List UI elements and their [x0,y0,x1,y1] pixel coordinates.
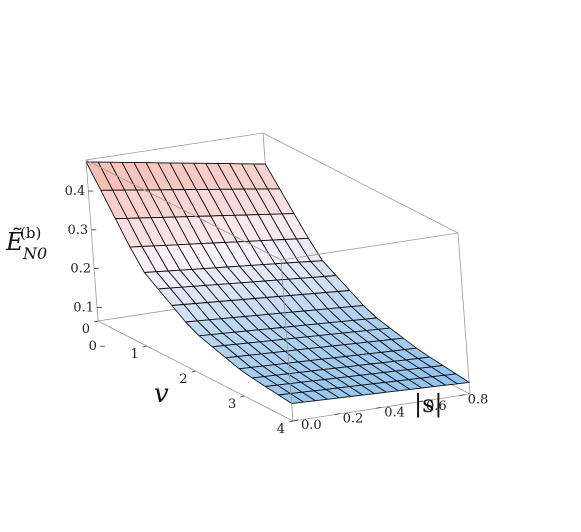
x-tick-label: 3 [228,397,236,412]
y-tick-label: 0.4 [384,405,405,420]
box-edge [280,232,459,261]
x-tick-mark [142,345,147,348]
x-tick-label: 1 [130,347,138,362]
y-tick-mark [376,406,382,409]
y-tick-label: 0.0 [301,418,322,433]
box-edge [280,259,294,422]
y-tick-mark [292,419,299,422]
x-tick-mark [240,395,245,398]
z-tick-label: 0.1 [73,300,94,315]
z-tick-label: 0 [89,339,97,354]
y-tick-mark [459,394,465,396]
z-tick-label: 0.3 [68,223,89,238]
x-tick-label: 0 [82,322,90,337]
box-edge [457,232,471,395]
x-tick-label: 4 [277,422,285,437]
x-axis-label: v [154,379,169,409]
y-tick-mark [334,413,340,416]
x-tick-mark [191,370,196,373]
box-edge [85,159,99,322]
y-tick-label: 0.2 [343,412,364,427]
y-tick-mark [417,400,424,403]
box-edge [85,159,282,261]
bounding-box-front [85,159,471,422]
z-axis-label-sup: (b) [20,224,41,242]
y-axis-label: |s| [414,390,443,419]
y-tick-label: 0.8 [468,393,489,408]
z-axis-label-sub: N0 [22,244,47,263]
x-tick-mark [288,420,294,423]
box-edge [262,132,459,234]
z-tick-label: 0.2 [70,262,91,277]
box-edge [85,132,264,161]
x-tick-label: 2 [179,372,187,387]
axis-ticks: 0 1 2 3 4 0.0 0.2 0.4 0.6 0.8 0 0.1 0.2 0.3 0.4 [65,184,489,437]
y-tick-label: 0.6 [426,399,447,414]
surface-mesh [85,161,470,404]
z-tick-label: 0.4 [65,184,86,199]
x-tick-mark [93,320,99,323]
box-edge [292,393,471,422]
z-axis-label: Ẽ (b) N0 [5,224,47,263]
z-axis-label-base: Ẽ [5,227,24,256]
